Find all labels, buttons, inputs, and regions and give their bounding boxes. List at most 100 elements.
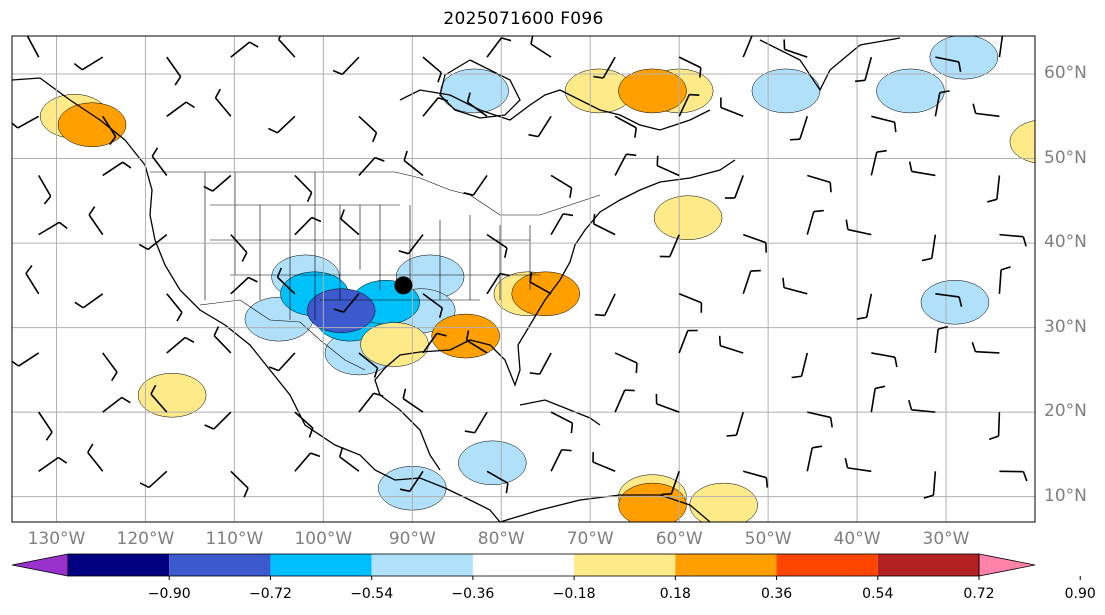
wind-barb [921,234,937,262]
anomaly-region [653,195,723,240]
wind-barb [269,352,296,372]
wind-barb [12,115,40,129]
north-america-coastline [12,77,501,522]
wind-barb [529,272,552,295]
wind-barb [88,206,104,236]
colorbar-segment [776,554,878,576]
wind-barb [530,36,552,58]
wind-barb [724,175,744,199]
wind-barb [726,411,744,437]
canada-north-coastline [399,89,711,131]
wind-barb [999,470,1028,482]
wind-barb [998,36,1004,58]
anomaly-region [618,482,687,522]
wind-barb [102,352,118,382]
wind-barb [870,149,887,176]
colorbar-tick-label: 0.18 [659,586,691,602]
wind-barb [923,471,937,499]
wind-barb [908,161,936,177]
state-lines [204,172,540,320]
colorbar-segment [270,554,372,576]
anomaly-region [689,482,758,522]
wind-barb [935,292,963,307]
anomaly-region [57,102,127,147]
wind-barb [614,115,637,138]
wind-barb [102,161,132,177]
longitude-label: 100°W [294,529,353,549]
wind-barb [972,103,1000,118]
wind-barb [338,447,360,472]
anomaly-region [458,440,527,486]
wind-barb [742,233,767,253]
colorbar-segment [371,554,473,576]
wind-barb [102,396,131,413]
wind-barb [854,56,873,83]
colorbar-tick-label: −0.36 [451,586,495,602]
wind-barb [464,411,488,434]
graticule-layer [12,36,1035,522]
wind-barb [486,233,508,258]
anomaly-region [137,372,207,418]
wind-barb [166,101,196,117]
colorbar-segment [472,554,575,576]
colorbar-segment [877,554,979,576]
wind-barb [402,388,424,413]
wind-barb [213,326,232,354]
wind-barb [550,448,572,472]
longitude-label: 110°W [205,529,264,549]
wind-barb [12,352,40,367]
wind-barb [150,384,168,413]
colorbar-tick-label: −0.72 [248,586,292,602]
wind-barb [592,452,616,473]
wind-barb [935,56,962,72]
wind-barb [678,329,698,354]
anomaly-region [1009,120,1035,164]
wind-barb [422,332,447,354]
wind-barb [656,155,680,177]
wind-barb [422,56,443,83]
anomaly-region [929,36,999,80]
wind-barb [742,36,753,58]
wind-barb [987,175,1001,203]
wind-barb [856,293,873,320]
wind-barb [230,234,248,262]
colorbar-upper-extension [978,553,1036,577]
colorbar-tick-label: 0.36 [760,586,793,602]
wind-barb [486,470,509,494]
wind-barb [806,445,823,472]
wind-barb [908,399,936,413]
wind-barb [614,389,635,413]
colorbar-tick-label: 0.54 [862,586,894,602]
wind-barb [594,293,616,317]
wind-barb [87,443,104,472]
map-frame [11,35,1036,523]
colorbar-tick-label: 0.72 [963,586,995,602]
hudson-bay-coastline [439,59,521,119]
wind-barb [593,56,616,79]
wind-barb [204,411,232,430]
anomaly-region [431,313,500,359]
wind-barb [742,269,761,295]
us-mexico-border [199,299,366,371]
wind-barb [486,272,510,295]
wind-barb [998,266,1011,294]
anomaly-region [618,68,687,114]
wind-barb [74,293,104,309]
colorbar-segment [574,554,676,576]
wind-barb [230,470,249,498]
wind-barb [678,293,703,313]
latitude-label: 60°N [1044,63,1087,84]
longitude-label: 80°W [477,529,525,549]
wind-barb [276,267,296,295]
wind-barb [358,115,378,143]
wind-barb [25,264,40,295]
wind-barb [783,39,808,58]
wind-barb [988,412,1001,441]
wind-barb [678,56,702,78]
longitude-label: 60°W [655,529,703,549]
wind-barb [230,41,259,58]
wind-barb [614,153,637,176]
wind-barb [166,56,182,86]
wind-barb [37,175,52,205]
